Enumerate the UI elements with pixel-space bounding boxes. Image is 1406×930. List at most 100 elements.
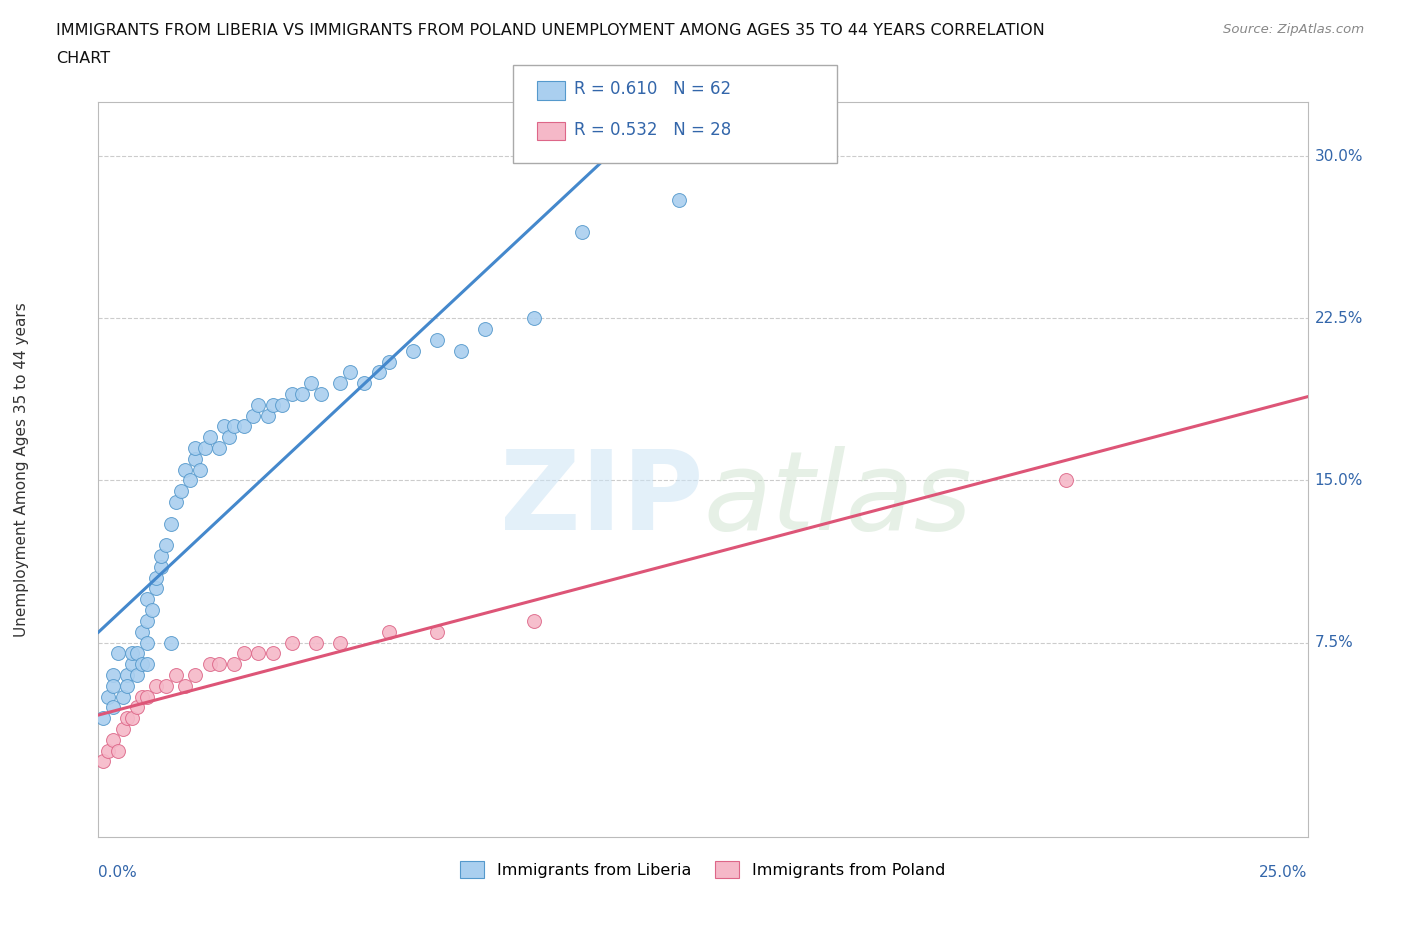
Point [208, 657, 231, 671]
Point [198, 657, 221, 671]
Point [184, 441, 207, 456]
Point [290, 387, 312, 402]
Point [155, 538, 177, 552]
Point [329, 635, 352, 650]
Point [271, 397, 294, 412]
Point [150, 549, 173, 564]
Point [474, 322, 496, 337]
Point [179, 473, 201, 488]
Point [339, 365, 361, 379]
Point [523, 614, 546, 629]
Point [426, 333, 449, 348]
Point [299, 376, 322, 391]
Point [184, 668, 207, 683]
Point [242, 408, 264, 423]
Point [218, 430, 240, 445]
Point [117, 668, 139, 683]
Point [135, 635, 157, 650]
Point [141, 603, 163, 618]
Point [121, 657, 143, 671]
Point [97, 743, 120, 758]
Point [131, 689, 153, 704]
Text: Unemployment Among Ages 35 to 44 years: Unemployment Among Ages 35 to 44 years [14, 302, 28, 637]
Point [232, 645, 254, 660]
Point [160, 516, 183, 531]
Point [1054, 473, 1077, 488]
Text: 7.5%: 7.5% [1315, 635, 1354, 650]
Point [247, 645, 270, 660]
Point [247, 397, 270, 412]
Point [91, 711, 114, 725]
Point [121, 711, 143, 725]
Point [329, 376, 352, 391]
Point [150, 560, 173, 575]
Point [101, 700, 124, 715]
Text: IMMIGRANTS FROM LIBERIA VS IMMIGRANTS FROM POLAND UNEMPLOYMENT AMONG AGES 35 TO : IMMIGRANTS FROM LIBERIA VS IMMIGRANTS FR… [56, 23, 1045, 38]
Point [160, 635, 183, 650]
Point [232, 419, 254, 434]
Text: CHART: CHART [56, 51, 110, 66]
Point [174, 462, 197, 477]
Point [91, 754, 114, 769]
Point [256, 408, 278, 423]
Point [97, 689, 120, 704]
Point [155, 678, 177, 693]
Point [188, 462, 211, 477]
Point [194, 441, 217, 456]
Point [131, 657, 153, 671]
Point [127, 700, 149, 715]
Text: R = 0.532   N = 28: R = 0.532 N = 28 [574, 121, 731, 140]
Point [262, 645, 284, 660]
Point [121, 645, 143, 660]
Point [101, 678, 124, 693]
Point [208, 441, 231, 456]
Point [145, 581, 167, 596]
Point [668, 193, 690, 207]
Point [222, 419, 245, 434]
Point [169, 484, 191, 498]
Point [571, 224, 593, 239]
Point [127, 645, 149, 660]
Text: Source: ZipAtlas.com: Source: ZipAtlas.com [1223, 23, 1364, 36]
Point [111, 722, 134, 737]
Point [145, 570, 167, 585]
Point [135, 591, 157, 606]
Point [198, 430, 221, 445]
Point [145, 678, 167, 693]
Point [165, 668, 187, 683]
Text: 15.0%: 15.0% [1315, 473, 1362, 488]
Point [222, 657, 245, 671]
Point [402, 343, 425, 358]
Point [107, 743, 129, 758]
Point [523, 311, 546, 325]
Text: 0.0%: 0.0% [98, 865, 138, 880]
Text: ZIP: ZIP [499, 445, 703, 552]
Text: 25.0%: 25.0% [1260, 865, 1308, 880]
Point [117, 711, 139, 725]
Point [450, 343, 472, 358]
Point [165, 495, 187, 510]
Point [309, 387, 332, 402]
Point [212, 419, 235, 434]
Point [135, 689, 157, 704]
Point [426, 624, 449, 639]
Text: 30.0%: 30.0% [1315, 149, 1362, 164]
Point [305, 635, 328, 650]
Point [117, 678, 139, 693]
Point [107, 645, 129, 660]
Point [368, 365, 391, 379]
Point [135, 657, 157, 671]
Legend: Immigrants from Liberia, Immigrants from Poland: Immigrants from Liberia, Immigrants from… [454, 855, 952, 884]
Point [135, 614, 157, 629]
Point [101, 668, 124, 683]
Point [281, 387, 304, 402]
Point [111, 689, 134, 704]
Point [377, 354, 399, 369]
Point [101, 732, 124, 747]
Point [184, 451, 207, 466]
Point [281, 635, 304, 650]
Point [377, 624, 399, 639]
Point [127, 668, 149, 683]
Point [131, 624, 153, 639]
Text: atlas: atlas [703, 445, 972, 552]
